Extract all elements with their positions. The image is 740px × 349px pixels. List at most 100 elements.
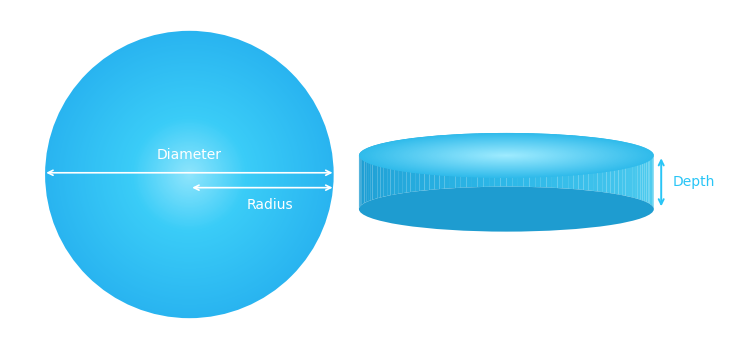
Ellipse shape <box>158 143 221 206</box>
Ellipse shape <box>159 144 220 205</box>
Ellipse shape <box>444 146 569 165</box>
Ellipse shape <box>411 141 602 170</box>
Ellipse shape <box>479 151 534 160</box>
Polygon shape <box>541 134 546 187</box>
Ellipse shape <box>448 147 565 164</box>
Ellipse shape <box>459 148 554 163</box>
Polygon shape <box>518 133 524 187</box>
Ellipse shape <box>375 135 637 176</box>
Ellipse shape <box>67 52 312 297</box>
Ellipse shape <box>497 154 516 157</box>
Polygon shape <box>472 133 477 187</box>
Polygon shape <box>360 152 361 207</box>
Ellipse shape <box>161 146 218 203</box>
Ellipse shape <box>47 32 332 317</box>
Polygon shape <box>512 133 518 187</box>
Ellipse shape <box>112 97 267 252</box>
Ellipse shape <box>505 155 508 156</box>
Ellipse shape <box>83 68 296 281</box>
Polygon shape <box>648 149 650 204</box>
Ellipse shape <box>168 153 211 196</box>
Ellipse shape <box>359 133 654 178</box>
Ellipse shape <box>144 130 234 219</box>
Polygon shape <box>380 143 384 198</box>
Ellipse shape <box>499 154 514 157</box>
Ellipse shape <box>101 87 278 262</box>
Polygon shape <box>362 150 363 205</box>
Ellipse shape <box>363 134 650 177</box>
Ellipse shape <box>437 145 576 166</box>
Ellipse shape <box>155 140 224 209</box>
Polygon shape <box>642 147 645 201</box>
Ellipse shape <box>87 73 292 276</box>
Ellipse shape <box>502 155 510 156</box>
Ellipse shape <box>80 65 299 284</box>
Ellipse shape <box>475 151 538 160</box>
Ellipse shape <box>386 137 626 174</box>
Ellipse shape <box>115 101 263 248</box>
Ellipse shape <box>118 104 260 245</box>
Ellipse shape <box>361 133 652 178</box>
Ellipse shape <box>139 124 240 225</box>
Polygon shape <box>375 144 377 199</box>
Ellipse shape <box>396 139 617 172</box>
Ellipse shape <box>152 137 227 212</box>
Polygon shape <box>622 142 626 196</box>
Ellipse shape <box>457 148 556 163</box>
Polygon shape <box>420 137 425 191</box>
Polygon shape <box>629 143 632 198</box>
Polygon shape <box>489 133 495 187</box>
Ellipse shape <box>104 90 275 259</box>
Ellipse shape <box>113 98 266 251</box>
Ellipse shape <box>175 160 204 189</box>
Ellipse shape <box>401 139 611 171</box>
Ellipse shape <box>377 136 636 175</box>
Polygon shape <box>387 142 391 196</box>
Ellipse shape <box>425 143 588 168</box>
Ellipse shape <box>369 134 645 177</box>
Ellipse shape <box>385 137 628 174</box>
Ellipse shape <box>147 133 231 216</box>
Ellipse shape <box>129 114 250 235</box>
Ellipse shape <box>188 173 191 176</box>
Polygon shape <box>524 133 529 187</box>
Polygon shape <box>535 133 541 187</box>
Ellipse shape <box>420 142 593 169</box>
Ellipse shape <box>405 140 608 171</box>
Polygon shape <box>495 133 500 187</box>
Ellipse shape <box>464 149 549 162</box>
Ellipse shape <box>178 163 201 186</box>
Ellipse shape <box>442 146 571 165</box>
Polygon shape <box>455 134 461 188</box>
Ellipse shape <box>383 136 630 174</box>
Ellipse shape <box>491 153 521 158</box>
Ellipse shape <box>138 123 241 226</box>
Ellipse shape <box>392 138 621 173</box>
Polygon shape <box>602 138 607 193</box>
Ellipse shape <box>54 39 325 310</box>
Ellipse shape <box>146 131 232 218</box>
Polygon shape <box>506 133 512 187</box>
Ellipse shape <box>127 113 252 236</box>
Ellipse shape <box>440 145 573 165</box>
Ellipse shape <box>403 140 610 171</box>
Polygon shape <box>429 136 434 190</box>
Polygon shape <box>645 148 647 202</box>
Ellipse shape <box>91 77 288 272</box>
Polygon shape <box>363 149 365 204</box>
Polygon shape <box>483 133 489 187</box>
Polygon shape <box>638 145 640 200</box>
Ellipse shape <box>144 128 235 221</box>
Polygon shape <box>500 133 506 187</box>
Ellipse shape <box>166 151 212 198</box>
Ellipse shape <box>374 135 639 176</box>
Ellipse shape <box>135 120 244 229</box>
Ellipse shape <box>408 141 604 170</box>
Ellipse shape <box>388 138 625 173</box>
Ellipse shape <box>185 170 194 179</box>
Ellipse shape <box>84 69 295 280</box>
Ellipse shape <box>365 134 648 177</box>
Polygon shape <box>546 134 552 188</box>
Ellipse shape <box>106 91 273 258</box>
Ellipse shape <box>394 138 619 173</box>
